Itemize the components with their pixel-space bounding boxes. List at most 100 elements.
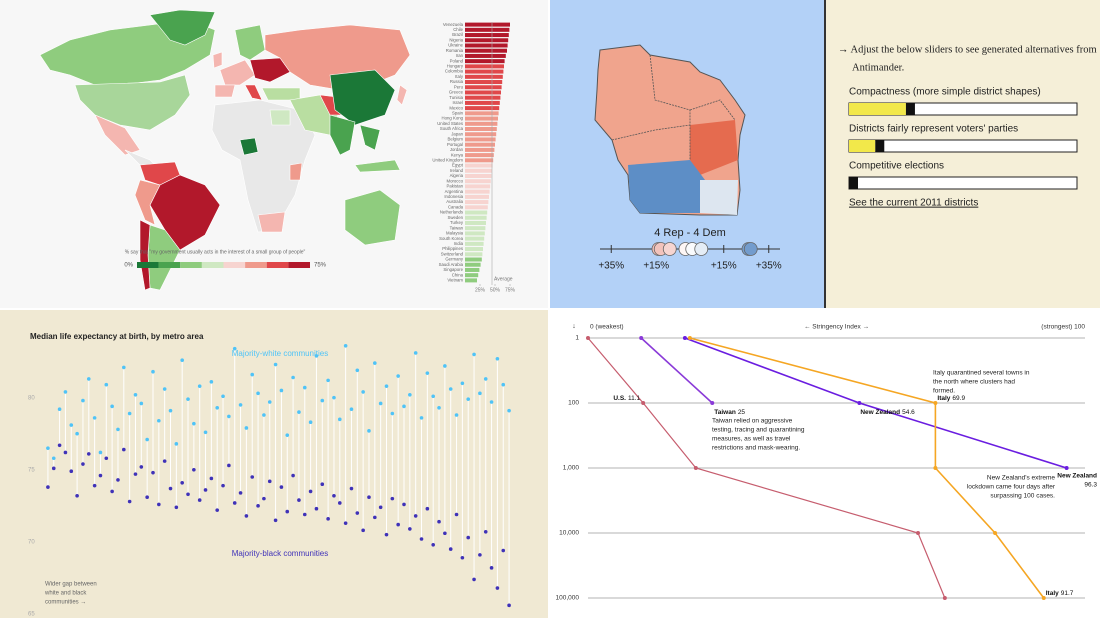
country — [149, 174, 221, 251]
dot — [197, 384, 202, 388]
point-label: New Zealand — [1057, 473, 1097, 480]
dot — [86, 452, 91, 456]
slider-handle[interactable] — [905, 103, 915, 115]
bar — [465, 111, 499, 116]
legend-swatch — [158, 262, 181, 268]
y-tick-label: 70 — [28, 539, 35, 545]
annotation: Italy quarantined several towns in — [933, 370, 1030, 377]
dot — [110, 404, 114, 409]
dot — [186, 492, 190, 497]
dot — [302, 512, 307, 517]
point — [857, 401, 862, 405]
annotation: New Zealand's extreme — [987, 475, 1055, 482]
bar — [465, 127, 497, 132]
dot — [332, 493, 336, 498]
dot — [145, 437, 149, 442]
country-label: Iran — [456, 53, 464, 58]
dot — [221, 394, 225, 399]
country-label: Russia — [450, 79, 464, 84]
dot — [203, 488, 208, 492]
point — [641, 401, 646, 405]
slider-label: Districts fairly represent voters' parti… — [849, 124, 1018, 135]
slider-handle[interactable] — [849, 177, 858, 189]
dot — [413, 514, 418, 518]
country-label: Switzerland — [441, 251, 464, 256]
dot — [495, 356, 500, 361]
dot — [51, 456, 56, 461]
country-label: Pakistan — [447, 184, 464, 189]
dot — [507, 603, 511, 608]
bar — [465, 85, 502, 90]
series-line — [640, 337, 713, 404]
annotation: surpassing 100 cases. — [990, 493, 1055, 500]
country — [239, 137, 259, 156]
dot — [215, 508, 220, 512]
annotation: Wider gap between — [45, 582, 97, 588]
dot — [483, 530, 488, 534]
annotation: Taiwan relied on aggressive — [712, 418, 793, 425]
dot — [367, 429, 371, 433]
annotation: lockdown came four days after — [967, 484, 1056, 491]
dot — [483, 377, 488, 381]
country-label: Colombia — [445, 69, 464, 74]
slider-track — [848, 176, 1078, 190]
y-tick-label: 75 — [28, 467, 35, 473]
legend-swatch — [266, 262, 289, 268]
dot — [209, 380, 214, 384]
country — [212, 51, 223, 69]
country — [149, 9, 216, 46]
country-label: Germany — [445, 257, 464, 262]
dot — [466, 535, 471, 540]
bar — [465, 33, 509, 38]
country — [219, 59, 256, 86]
dot — [437, 405, 441, 410]
point-label: Italy 91.7 — [1046, 590, 1074, 597]
dot — [180, 358, 184, 362]
dot — [443, 364, 447, 368]
country — [289, 162, 303, 181]
bar — [465, 257, 482, 262]
dot — [297, 410, 301, 414]
point — [993, 531, 998, 535]
dot — [209, 476, 214, 481]
link[interactable]: See the current 2011 districts — [849, 198, 978, 209]
point — [693, 466, 698, 470]
country-label: United States — [437, 121, 463, 126]
label-value: 25 — [738, 409, 746, 416]
dot — [157, 418, 161, 423]
bar — [465, 236, 485, 241]
bar — [465, 220, 486, 225]
dot — [81, 398, 85, 403]
dot — [349, 486, 354, 491]
bar — [465, 90, 501, 95]
dot — [63, 390, 68, 394]
country-label: Hungary — [447, 64, 464, 69]
country-label: Kenya — [451, 152, 464, 157]
dot — [320, 482, 325, 487]
slider-handle[interactable] — [875, 140, 885, 152]
bar — [465, 69, 504, 74]
dot — [92, 483, 97, 488]
district-dot — [694, 242, 709, 256]
dot — [448, 387, 453, 391]
dot — [443, 531, 447, 536]
country-label: Poland — [450, 58, 464, 63]
dot — [63, 450, 68, 455]
dot — [162, 459, 167, 463]
country-label: Vietnam — [447, 278, 463, 283]
annotation: measures, as well as travel — [712, 436, 791, 443]
dot — [337, 501, 342, 505]
country-label: Jordan — [450, 147, 464, 152]
dot — [297, 498, 301, 502]
country — [269, 109, 291, 126]
legend-swatch — [137, 262, 159, 268]
dot — [454, 512, 459, 517]
district-border — [611, 124, 691, 141]
x-tick-label: (strongest) 100 — [1041, 324, 1085, 331]
country-label: Brazil — [452, 32, 463, 37]
bar — [465, 163, 493, 168]
dot — [174, 505, 179, 510]
dot — [75, 431, 79, 436]
country — [359, 124, 381, 151]
dot — [221, 483, 225, 488]
